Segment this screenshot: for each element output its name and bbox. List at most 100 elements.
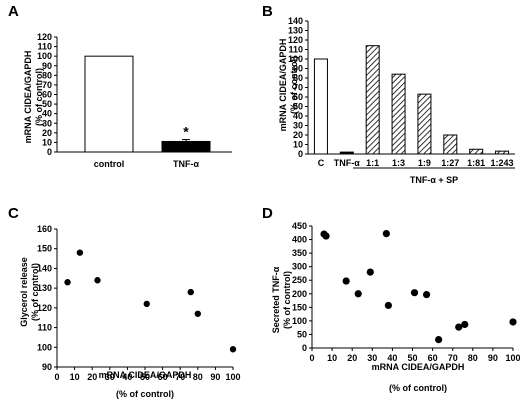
panel-a-y-tick-label: 90: [42, 61, 52, 71]
panel-c-x-tick-label: 70: [175, 372, 185, 382]
panel-a-y-tick-label: 70: [42, 80, 52, 90]
panel-a-category-label: control: [94, 159, 125, 169]
panel-b-y-tick-label: 130: [288, 26, 303, 36]
panel-a-ylabel-line2: (% of control): [34, 68, 44, 126]
panel-d-x-tick-label: 20: [347, 353, 357, 363]
panel-a-category-label: TNF-α: [173, 159, 199, 169]
panel-c-y-tick-label: 110: [37, 323, 52, 333]
panel-d-x-tick-label: 100: [505, 353, 520, 363]
panel-b-category-label: 1:243: [491, 158, 514, 168]
panel-c-point-5: [194, 310, 201, 317]
panel-label-d: D: [262, 205, 273, 222]
panel-c-y-tick-label: 160: [37, 224, 52, 234]
panel-d-point-8: [422, 290, 431, 299]
panel-d-xlabel-line2: (% of control): [389, 383, 447, 393]
panel-a-y-tick-label: 100: [37, 51, 52, 61]
panel-d-point-5: [382, 229, 390, 238]
panel-a-y-tick-label: 20: [42, 128, 52, 138]
panel-b-y-tick-label: 70: [293, 83, 303, 93]
panel-c-x-tick-label: 90: [210, 372, 220, 382]
panel-c-x-tick-label: 100: [225, 372, 240, 382]
panel-d-y-tick-label: 0: [302, 343, 307, 353]
panel-c-xlabel-line1: mRNA CIDEA/GAPDH: [99, 370, 192, 380]
panel-c-point-3: [143, 300, 150, 308]
panel-label-b: B: [262, 3, 273, 20]
panel-a-y-tick-label: 40: [42, 109, 52, 119]
panel-c-y-tick-label: 150: [37, 244, 52, 254]
panel-c-y-tick-label: 90: [42, 362, 52, 372]
panel-b-category-label: 1:81: [467, 158, 485, 168]
panel-c-x-tick-label: 80: [193, 372, 203, 382]
panel-d-point-9: [435, 335, 443, 344]
panel-b-y-tick-label: 40: [293, 111, 303, 121]
panel-d-x-tick-label: 10: [327, 353, 337, 363]
panel-c-ylabel-line2: (% of control): [30, 263, 40, 321]
panel-a-ylabel-line1: mRNA CIDEA/GAPDH: [23, 51, 33, 144]
panel-b-category-label: 1:9: [418, 158, 431, 168]
panel-b-bar-7: [495, 150, 510, 155]
panel-d-x-tick-label: 70: [448, 353, 458, 363]
panel-b-y-tick-label: 100: [288, 54, 303, 64]
panel-d-y-tick-label: 300: [292, 262, 307, 272]
panel-d-point-2: [342, 277, 350, 285]
panel-b-ylabel: mRNA CIDEA/GAPDH (% of control): [278, 39, 299, 132]
panel-c-y-tick-label: 130: [37, 283, 52, 293]
panel-d-point-6: [384, 301, 392, 310]
panel-b-y-tick-label: 80: [293, 73, 303, 83]
panel-a-y-tick-label: 110: [37, 42, 52, 52]
panel-b-bar-0: [313, 58, 328, 155]
panel-c-point-2: [94, 277, 101, 284]
panel-a-ylabel: mRNA CIDEA/GAPDH (% of control): [23, 51, 44, 144]
panel-c-point-1: [76, 249, 84, 256]
panel-c-point-4: [187, 288, 194, 296]
panel-d-y-tick-label: 200: [292, 289, 307, 299]
panel-b-group-label: TNF-α + SP: [410, 175, 458, 185]
panel-b-bar-3: [391, 73, 406, 155]
panel-a-y-tick-label: 0: [47, 147, 52, 157]
panel-label-a: A: [8, 3, 19, 20]
panel-d-y-tick-label: 250: [292, 275, 307, 285]
panel-c-x-tick-label: 40: [122, 372, 132, 382]
panel-a-y-tick-label: 10: [42, 137, 52, 147]
panel-d-x-tick-label: 40: [387, 353, 397, 363]
panel-d-y-tick-label: 100: [292, 316, 307, 326]
panel-b-category-label: C: [318, 158, 325, 168]
panel-d-point-7: [410, 289, 419, 297]
panel-a-y-tick-label: 30: [42, 118, 52, 128]
panel-a-bar-1: [161, 140, 211, 153]
panel-a-bar-0: [84, 55, 134, 153]
panel-d-point-3: [354, 290, 362, 298]
panel-a-y-tick-label: 60: [42, 90, 52, 100]
panel-d-y-tick-label: 150: [292, 302, 307, 312]
panel-a-y-tick-label: 50: [42, 99, 52, 109]
panel-d-x-tick-label: 80: [468, 353, 478, 363]
panel-d-point-11: [461, 320, 469, 329]
panel-c-ylabel: Glycerol release (% of control): [19, 257, 40, 327]
panel-b-y-tick-label: 110: [288, 45, 303, 55]
panel-d-x-tick-label: 30: [367, 353, 377, 363]
panel-d-x-tick-label: 0: [309, 353, 314, 363]
panel-b-y-tick-label: 60: [293, 92, 303, 102]
panel-c-y-tick-label: 120: [37, 303, 52, 313]
panel-b-category-label: 1:1: [366, 158, 379, 168]
panel-label-c: C: [8, 205, 19, 222]
panel-b-y-tick-label: 30: [293, 121, 303, 131]
panel-d-y-tick-label: 400: [292, 235, 307, 245]
panel-d-x-tick-label: 90: [488, 353, 498, 363]
panel-d-ylabel-line1: Secreted TNF-α: [271, 266, 281, 333]
panel-b-bar-2: [365, 45, 380, 155]
panel-c-ylabel-line1: Glycerol release: [19, 257, 29, 327]
panel-b-y-tick-label: 10: [293, 140, 303, 150]
panel-b-y-tick-label: 90: [293, 64, 303, 74]
panel-b-bar-6: [469, 148, 484, 155]
panel-c-point-6: [229, 346, 237, 353]
panel-c-x-tick-label: 0: [54, 372, 59, 382]
panel-d-ylabel: Secreted TNF-α (% of control): [271, 266, 292, 333]
panel-b-category-label: 1:3: [392, 158, 405, 168]
panel-c-y-tick-label: 100: [37, 342, 52, 352]
panel-d-x-tick-label: 60: [428, 353, 438, 363]
panel-c-x-tick-label: 10: [70, 372, 80, 382]
panel-d-x-tick-label: 50: [407, 353, 417, 363]
panel-c-point-0: [64, 279, 71, 286]
